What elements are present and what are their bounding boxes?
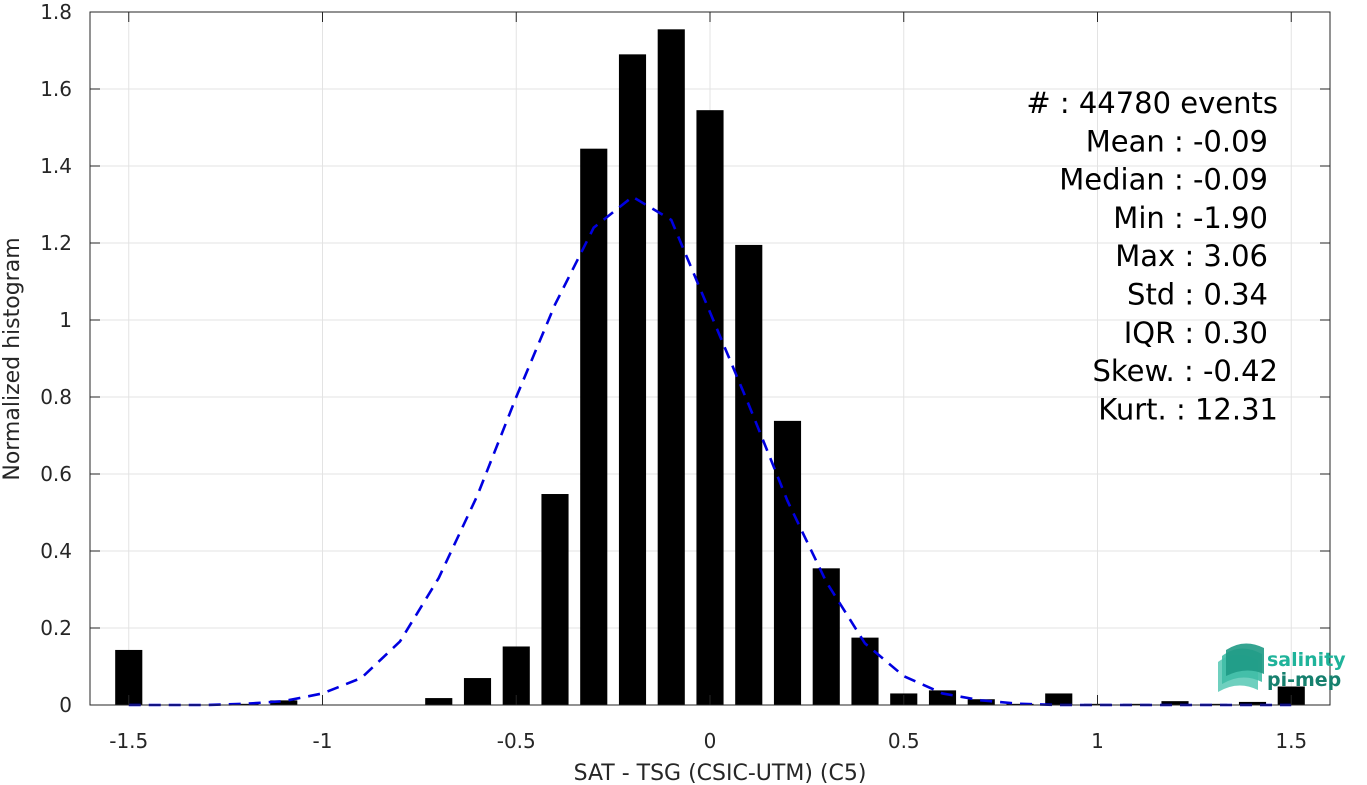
stat-line: Max : 3.06: [1115, 239, 1268, 273]
histogram-bar: [1045, 693, 1073, 705]
logo-line1: salinity: [1267, 649, 1346, 671]
stat-line: # : 44780 events: [1026, 86, 1278, 120]
histogram-bar: [231, 703, 259, 705]
x-tick-label: 1.5: [1275, 729, 1307, 753]
y-tick-labels: 0 0.2 0.4 0.6 0.8 1 1.2 1.4 1.6 1.8: [40, 0, 72, 717]
histogram-bar: [1238, 701, 1267, 705]
x-tick-label: -1: [313, 729, 333, 753]
histogram-bar: [967, 699, 995, 705]
histogram-bar: [541, 494, 569, 705]
x-tick-label: 1: [1091, 729, 1104, 753]
x-tick-labels: -1.5 -1 -0.5 0 0.5 1 1.5: [109, 729, 1307, 753]
histogram-bar: [270, 700, 298, 705]
statistics-annotation: # : 44780 events Mean : -0.09 Median : -0.…: [1026, 86, 1278, 426]
histogram-bar: [1122, 703, 1150, 705]
x-tick-label: -1.5: [109, 729, 148, 753]
stat-line: IQR : 0.30: [1124, 316, 1268, 350]
histogram-bar: [851, 637, 879, 705]
fit-curve: [128, 195, 1292, 707]
x-axis-label: SAT - TSG (CSIC-UTM) (C5): [574, 761, 867, 785]
axes: [89, 11, 1331, 706]
y-tick-label: 0.4: [40, 539, 72, 563]
histogram-bar: [425, 698, 453, 705]
stat-line: Median : -0.09: [1059, 163, 1268, 197]
logo-line2: pi-mep: [1267, 669, 1341, 691]
y-tick-label: 1: [59, 308, 72, 332]
histogram-bar: [1006, 703, 1034, 705]
y-tick-label: 1.4: [40, 154, 72, 178]
stat-line: Min : -1.90: [1113, 201, 1268, 235]
histogram-bar: [657, 29, 685, 705]
stat-line: Kurt. : 12.31: [1098, 392, 1278, 426]
y-tick-label: 0.8: [40, 385, 72, 409]
y-tick-label: 1.2: [40, 231, 72, 255]
salinity-pimep-logo: salinity pi-mep: [1218, 643, 1346, 692]
y-tick-label: 0.2: [40, 616, 72, 640]
histogram-bar: [696, 110, 724, 706]
y-tick-label: 1.6: [40, 77, 72, 101]
x-tick-label: -0.5: [497, 729, 536, 753]
histogram-bar: [580, 148, 608, 706]
x-tick-label: 0.5: [888, 729, 920, 753]
histogram-bars: [115, 29, 1305, 706]
x-tick-label: 0: [704, 729, 717, 753]
gaussian-fit: [128, 195, 1292, 707]
y-tick-label: 1.8: [40, 0, 72, 24]
stat-line: Std : 0.34: [1127, 278, 1268, 312]
histogram-bar: [812, 568, 840, 705]
histogram-bar: [773, 420, 802, 705]
histogram-bar: [463, 678, 492, 705]
y-axis-label: Normalized histogram: [0, 237, 25, 480]
stat-line: Mean : -0.09: [1086, 124, 1268, 158]
stat-line: Skew. : -0.42: [1092, 354, 1278, 388]
y-tick-label: 0: [59, 693, 72, 717]
histogram-bar: [618, 54, 647, 706]
histogram-bar: [735, 244, 763, 706]
y-tick-label: 0.6: [40, 462, 72, 486]
histogram-bar: [1200, 703, 1228, 705]
logo-wave-icon: [1218, 643, 1264, 692]
histogram-bar: [1161, 701, 1189, 705]
